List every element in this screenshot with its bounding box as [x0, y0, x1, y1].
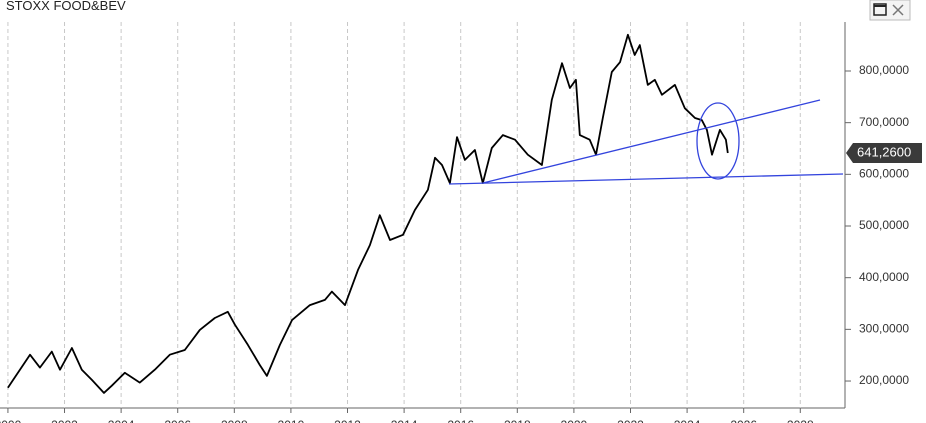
y-tick-label: 500,0000 — [859, 218, 909, 232]
x-tick-label: 2016 — [447, 418, 474, 423]
close-button[interactable] — [892, 4, 904, 16]
x-tick-label: 2008 — [221, 418, 248, 423]
x-tick-label: 2010 — [278, 418, 305, 423]
x-tick-label: 2022 — [617, 418, 644, 423]
price-tag-label: 641,2600 — [857, 144, 911, 159]
y-tick-label: 300,0000 — [859, 322, 909, 336]
y-tick-label: 700,0000 — [859, 115, 909, 129]
trendlines — [448, 99, 844, 185]
x-tick-label: 2002 — [51, 418, 78, 423]
trend-line — [482, 99, 821, 184]
x-tick-label: 2012 — [334, 418, 361, 423]
price-tag — [846, 143, 922, 164]
chart-title: STOXX FOOD&BEV — [6, 0, 126, 13]
support-line — [448, 173, 844, 185]
x-tick-label: 2024 — [674, 418, 701, 423]
x-tick-label: 2026 — [730, 418, 757, 423]
y-tick-label: 200,0000 — [859, 373, 909, 387]
y-tick-label: 600,0000 — [859, 167, 909, 181]
plot-area — [7, 22, 801, 408]
x-tick-label: 2018 — [504, 418, 531, 423]
x-tick-label: 2014 — [391, 418, 418, 423]
y-tick-label: 800,0000 — [859, 63, 909, 77]
x-tick-label: 2000 — [0, 418, 22, 423]
y-tick-label: 400,0000 — [859, 270, 909, 284]
window-frame — [869, 0, 911, 21]
x-tick-label: 2006 — [164, 418, 191, 423]
x-tick-label: 2020 — [561, 418, 588, 423]
price-line — [7, 33, 729, 394]
x-tick-label: 2028 — [787, 418, 814, 423]
x-tick-label: 2004 — [108, 418, 135, 423]
highlight-ellipse — [696, 102, 740, 180]
window-buttons[interactable] — [869, 0, 911, 21]
maximize-button[interactable] — [873, 3, 887, 16]
